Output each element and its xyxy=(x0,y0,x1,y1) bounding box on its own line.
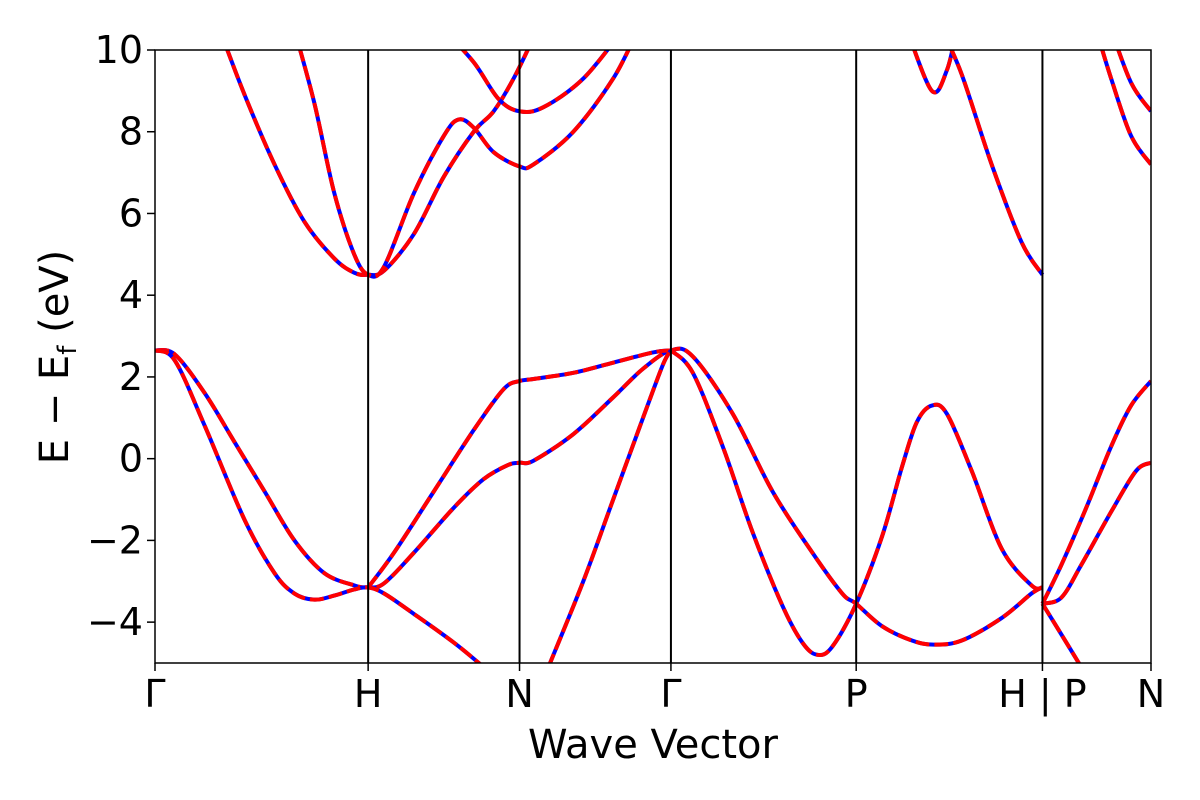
x-tick-label: H xyxy=(354,672,383,716)
x-tick-label: H | P xyxy=(998,672,1086,717)
y-tick-label: 0 xyxy=(119,437,143,481)
x-tick-label: N xyxy=(1137,672,1165,716)
band-7-dashed xyxy=(1040,379,1151,605)
bands-layer xyxy=(155,50,1151,663)
band-5-dashed xyxy=(669,348,1043,658)
band-2-dashed xyxy=(155,348,482,663)
band-12-dashed xyxy=(912,50,955,95)
band-11-dashed xyxy=(460,50,610,115)
band-1-solid xyxy=(155,346,1044,647)
plot-frame xyxy=(154,49,1152,664)
band-9-solid xyxy=(225,50,530,278)
band-10-solid xyxy=(298,50,631,279)
x-tick-label: P xyxy=(845,672,868,716)
y-axis-title: E − Ef (eV) xyxy=(32,250,83,465)
y-tick-label: 2 xyxy=(119,355,143,399)
band-2-solid xyxy=(155,348,482,663)
x-axis-title: Wave Vector xyxy=(528,722,779,768)
x-axis: Γ H N Γ P H | P N xyxy=(144,663,1165,717)
x-tick-label: Γ xyxy=(660,672,681,716)
y-tick-label: 6 xyxy=(119,191,143,235)
band-8-dashed xyxy=(1040,602,1082,663)
y-axis: −4 −2 0 2 4 6 8 10 xyxy=(87,28,155,644)
band-10-dashed xyxy=(298,50,631,279)
y-tick-label: 4 xyxy=(119,273,143,317)
y-tick-label: 10 xyxy=(95,28,143,72)
high-symmetry-lines xyxy=(367,50,1044,663)
band-15-dashed xyxy=(1116,50,1151,113)
y-axis-title-subscript: f xyxy=(53,345,83,355)
band-1-dashed xyxy=(155,346,1044,647)
x-tick-label: Γ xyxy=(144,672,165,716)
band-13-dashed xyxy=(949,50,1045,276)
y-tick-label: 8 xyxy=(119,110,143,154)
y-axis-title-main: E − E xyxy=(32,355,78,465)
y-tick-label: −4 xyxy=(87,600,143,644)
band-9-dashed xyxy=(225,50,530,278)
y-axis-title-unit: (eV) xyxy=(32,250,78,346)
y-tick-label: −2 xyxy=(87,518,143,562)
band-7-solid xyxy=(1040,379,1151,605)
x-tick-label: N xyxy=(505,672,533,716)
band-6-dashed xyxy=(1041,460,1151,606)
band-11-solid xyxy=(460,50,610,115)
band-4-dashed xyxy=(547,349,673,663)
